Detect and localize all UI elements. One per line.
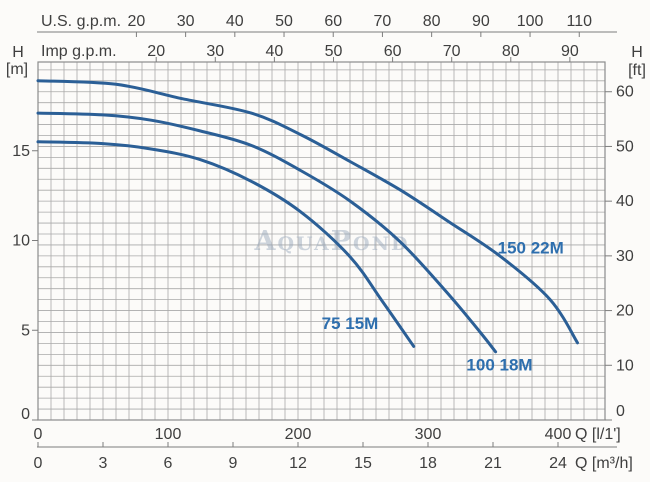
tick-us-gpm: 110 (566, 13, 592, 30)
axis-us-gpm: 20 30 40 50 60 70 80 90 100 110 (37, 13, 617, 37)
tick-imp-gpm: 40 (265, 43, 283, 60)
axis-title-q-m3h: Q [m³/h] (575, 455, 633, 472)
tick-us-gpm: 60 (324, 13, 342, 30)
tick-q-lmin: 300 (415, 426, 442, 443)
tick-q-m3h: 9 (229, 455, 238, 472)
tick-h-ft: 30 (616, 248, 634, 265)
tick-q-m3h: 15 (354, 455, 372, 472)
tick-us-gpm: 20 (128, 13, 146, 30)
curve-100-18M (36, 111, 498, 354)
curve-label-150-22M: 150 22M (498, 239, 564, 258)
axis-title-us-gpm: U.S. g.p.m. (41, 13, 121, 30)
axis-h-ft: H[ft] 0 10 20 30 40 50 60 (605, 44, 646, 421)
tick-q-lmin: 0 (34, 426, 43, 443)
axis-title-q-lmin: Q [l/1'] (575, 426, 621, 443)
tick-us-gpm: 100 (517, 13, 544, 30)
axis-unit-ft: [ft] (628, 62, 646, 79)
tick-h-ft: 0 (616, 403, 625, 420)
tick-h-m: 15 (12, 143, 30, 160)
watermark: AquaPond (254, 226, 410, 257)
axis-q-lmin: 0 100 200 300 400 Q [l/1'] (34, 426, 621, 443)
tick-q-m3h: 21 (484, 455, 502, 472)
axis-h-m: H[m] 0 5 10 15 (6, 44, 38, 423)
tick-h-ft: 10 (616, 357, 634, 374)
curve-label-75-15M: 75 15M (322, 314, 379, 333)
tick-h-m: 10 (12, 233, 30, 250)
tick-us-gpm: 90 (472, 13, 490, 30)
tick-us-gpm: 40 (226, 13, 244, 30)
tick-imp-gpm: 90 (561, 43, 579, 60)
tick-q-lmin: 400 (545, 426, 572, 443)
tick-imp-gpm: 30 (206, 43, 224, 60)
tick-q-m3h: 18 (419, 455, 437, 472)
tick-us-gpm: 50 (275, 13, 293, 30)
tick-imp-gpm: 80 (502, 43, 520, 60)
curve-label-100-18M: 100 18M (466, 355, 532, 374)
tick-h-m: 0 (21, 406, 30, 423)
tick-q-lmin: 100 (155, 426, 182, 443)
tick-h-m: 5 (21, 322, 30, 339)
tick-imp-gpm: 20 (147, 43, 165, 60)
tick-h-ft: 60 (616, 84, 634, 101)
tick-h-ft: 50 (616, 138, 634, 155)
tick-h-ft: 40 (616, 193, 634, 210)
tick-q-m3h: 12 (289, 455, 307, 472)
tick-h-ft: 20 (616, 303, 634, 320)
tick-imp-gpm: 70 (443, 43, 461, 60)
axis-imp-gpm: Imp g.p.m. 20 30 40 50 60 70 80 90 (41, 43, 579, 62)
tick-us-gpm: 80 (423, 13, 441, 30)
tick-q-m3h: 24 (549, 455, 567, 472)
curve-150-22M (36, 79, 579, 345)
tick-us-gpm: 70 (374, 13, 392, 30)
axis-title-h-right: H (631, 44, 643, 61)
axis-title-imp-gpm: Imp g.p.m. (41, 43, 117, 60)
tick-imp-gpm: 60 (384, 43, 402, 60)
tick-q-m3h: 3 (99, 455, 108, 472)
curve-75-15M (36, 140, 416, 348)
axis-q-m3h: 0 3 6 9 12 15 18 21 24 Q [m³/h] (34, 442, 633, 472)
tick-q-m3h: 6 (164, 455, 173, 472)
pump-curves (36, 79, 579, 354)
tick-q-lmin: 200 (285, 426, 312, 443)
tick-us-gpm: 30 (177, 13, 195, 30)
tick-imp-gpm: 50 (325, 43, 343, 60)
tick-q-m3h: 0 (34, 455, 43, 472)
axis-unit-m: [m] (6, 61, 28, 78)
axis-title-h-left: H (12, 44, 24, 61)
